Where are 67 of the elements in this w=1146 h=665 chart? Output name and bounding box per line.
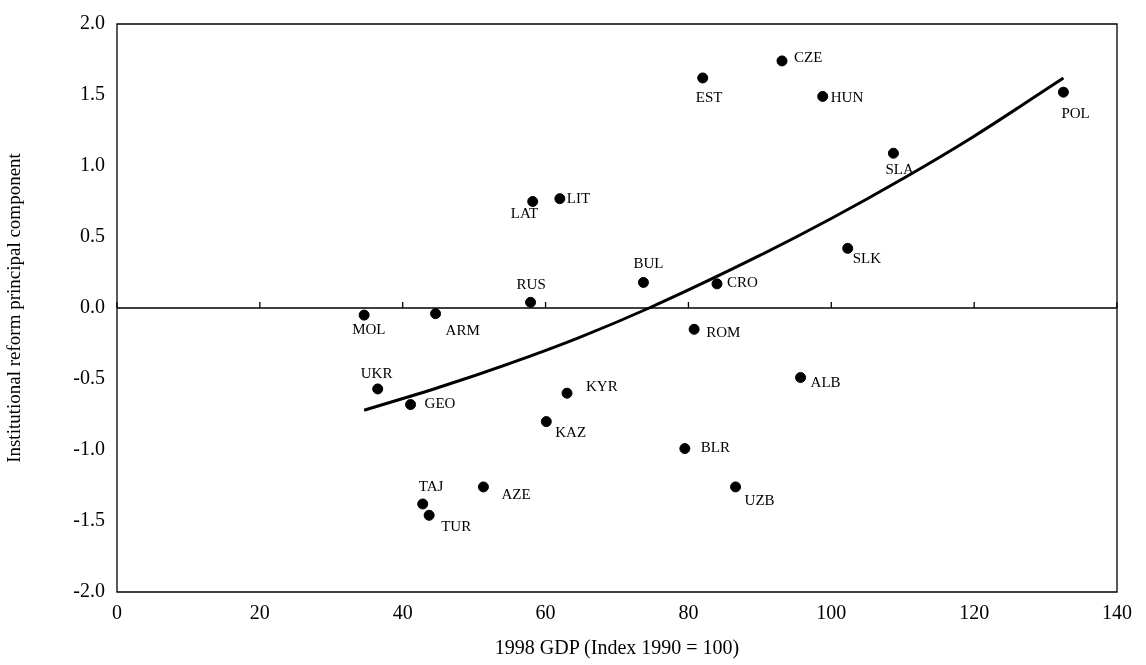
annotation: UKR: [360, 364, 393, 381]
x-tick-label: 20: [249, 601, 270, 624]
x-tick-label: 40: [392, 601, 413, 624]
point: [423, 509, 435, 521]
x-tick-label: 100: [816, 601, 847, 624]
annotation: CZE: [794, 48, 823, 65]
point: [372, 383, 384, 395]
y-tick-label: 0.5: [80, 224, 105, 247]
annotation: CRO: [727, 273, 759, 290]
annotation: GEO: [424, 395, 456, 412]
y-tick-label: -2.0: [73, 579, 105, 602]
point: [1057, 86, 1069, 98]
point: [697, 72, 709, 84]
annotation: AZE: [501, 485, 531, 502]
annotation: UZB: [744, 491, 775, 508]
point: [887, 147, 899, 159]
annotation: SLA: [885, 161, 914, 178]
x-axis-title: 1998 GDP (Index 1990 = 100): [494, 636, 740, 660]
annotation: KYR: [586, 378, 618, 395]
point: [540, 416, 552, 428]
annotation: MOL: [352, 321, 386, 338]
point: [711, 278, 723, 290]
x-tick-label: 140: [1102, 601, 1132, 624]
annotation: BLR: [700, 438, 731, 455]
y-tick-label: -1.5: [73, 508, 105, 531]
annotation: ALB: [810, 373, 841, 390]
annotation: EST: [695, 88, 723, 105]
point: [561, 387, 573, 399]
y-tick-label: 0.0: [80, 295, 105, 318]
point: [679, 443, 691, 455]
y-tick-label: 2.0: [80, 11, 105, 34]
point: [554, 193, 566, 205]
point: [795, 372, 807, 384]
point: [776, 55, 788, 67]
point: [405, 399, 417, 411]
x-tick-label: 60: [535, 601, 556, 624]
annotation: LAT: [510, 205, 539, 222]
x-tick-label: 80: [678, 601, 699, 624]
annotation: BUL: [633, 255, 664, 272]
y-tick-label: 1.5: [80, 82, 105, 105]
point: [430, 308, 442, 320]
annotation: ARM: [445, 321, 480, 338]
annotation: TAJ: [418, 477, 444, 494]
point: [525, 296, 537, 308]
annotation: KAZ: [555, 423, 587, 440]
annotation: SLK: [852, 250, 882, 267]
annotation: HUN: [830, 89, 864, 106]
x-tick-label: 0: [112, 601, 122, 624]
point: [527, 196, 539, 207]
point: [730, 481, 742, 493]
point: [637, 276, 649, 288]
y-tick-label: -0.5: [73, 366, 105, 389]
point: [688, 323, 700, 335]
annotation: TUR: [441, 518, 472, 535]
annotation: POL: [1061, 105, 1090, 122]
point: [842, 242, 854, 254]
annotation: ROM: [706, 324, 741, 341]
point: [358, 309, 370, 321]
y-tick-label: -1.0: [73, 437, 105, 460]
y-tick-label: 1.0: [80, 153, 105, 176]
point: [477, 481, 489, 493]
annotation: RUS: [516, 276, 546, 293]
point: [817, 90, 829, 102]
point: [417, 498, 429, 510]
y-axis-title: Institutional reform principal component: [3, 152, 25, 463]
annotation: LIT: [566, 189, 591, 206]
x-tick-label: 120: [959, 601, 990, 624]
